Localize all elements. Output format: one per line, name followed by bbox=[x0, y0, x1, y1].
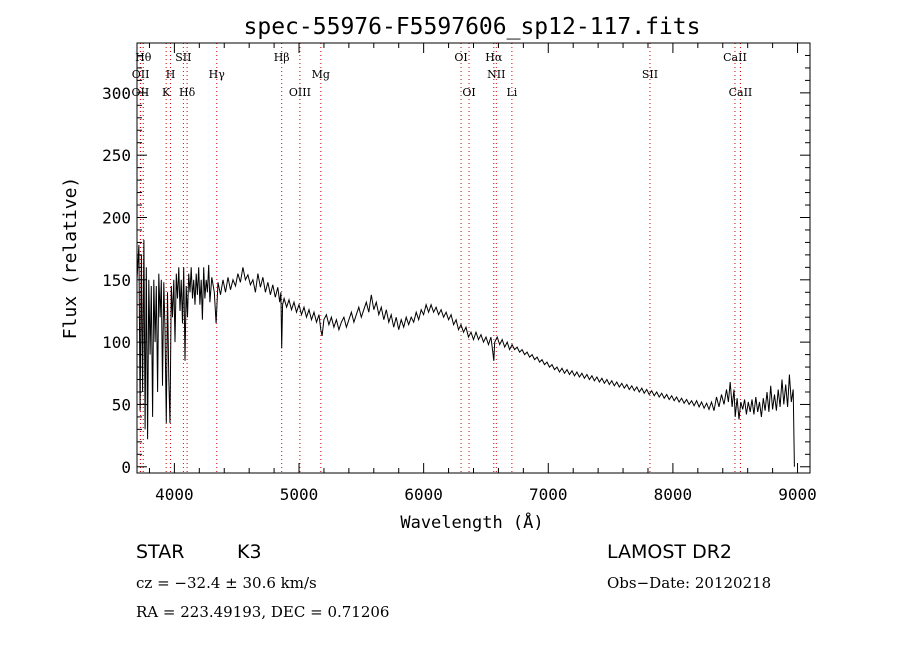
line-label-8: Hβ bbox=[274, 51, 290, 64]
x-tick-label-6000: 6000 bbox=[404, 485, 443, 504]
y-tick-label-300: 300 bbox=[102, 84, 131, 103]
x-tick-label-5000: 5000 bbox=[280, 485, 319, 504]
y-tick-label-0: 0 bbox=[121, 458, 131, 477]
line-label-14: NII bbox=[487, 68, 505, 81]
y-tick-label-100: 100 bbox=[102, 333, 131, 352]
line-label-2: Hθ bbox=[135, 51, 152, 64]
line-label-3: K bbox=[162, 86, 171, 99]
line-label-17: CaII bbox=[723, 51, 747, 64]
x-tick-label-4000: 4000 bbox=[155, 485, 194, 504]
spectrum-line bbox=[136, 239, 795, 467]
x-tick-label-8000: 8000 bbox=[654, 485, 693, 504]
line-label-4: H bbox=[166, 68, 176, 81]
line-label-5: SII bbox=[175, 51, 191, 64]
y-tick-label-50: 50 bbox=[112, 395, 131, 414]
line-label-16: SII bbox=[642, 68, 658, 81]
line-label-12: OI bbox=[462, 86, 475, 99]
coordinates: RA = 223.49193, DEC = 0.71206 bbox=[136, 603, 390, 621]
line-label-group: OIIOIIHθKHSIIHδHγHβOIIIMgOIOIHαNIILiSIIC… bbox=[132, 51, 753, 99]
y-tick-label-200: 200 bbox=[102, 208, 131, 227]
line-label-1: OII bbox=[132, 68, 150, 81]
line-label-10: Mg bbox=[312, 68, 330, 81]
x-tick-label-9000: 9000 bbox=[778, 485, 817, 504]
redshift-info: cz = −32.4 ± 30.6 km/s bbox=[136, 574, 317, 592]
object-subclass: K3 bbox=[237, 541, 262, 563]
line-label-7: Hγ bbox=[209, 68, 226, 81]
chart-title: spec-55976-F5597606_sp12-117.fits bbox=[244, 14, 701, 40]
line-label-11: OI bbox=[454, 51, 467, 64]
object-class: STAR bbox=[136, 541, 185, 563]
line-marker-group bbox=[139, 43, 741, 473]
line-label-6: Hδ bbox=[179, 86, 196, 99]
y-tick-label-150: 150 bbox=[102, 271, 131, 290]
line-label-13: Hα bbox=[485, 51, 503, 64]
survey-name: LAMOST DR2 bbox=[607, 541, 732, 563]
x-tick-label-7000: 7000 bbox=[529, 485, 568, 504]
x-axis-label: Wavelength (Å) bbox=[400, 511, 543, 533]
line-label-18: CaII bbox=[729, 86, 753, 99]
y-axis-label: Flux (relative) bbox=[60, 177, 81, 340]
axes-group: 4000 5000 6000 7000 8000 9000 0 50 100 150 200 250 3… bbox=[102, 43, 817, 504]
obs-date: Obs−Date: 20120218 bbox=[607, 574, 772, 592]
y-tick-label-250: 250 bbox=[102, 146, 131, 165]
line-label-15: Li bbox=[506, 86, 517, 99]
line-label-9: OIII bbox=[289, 86, 311, 99]
